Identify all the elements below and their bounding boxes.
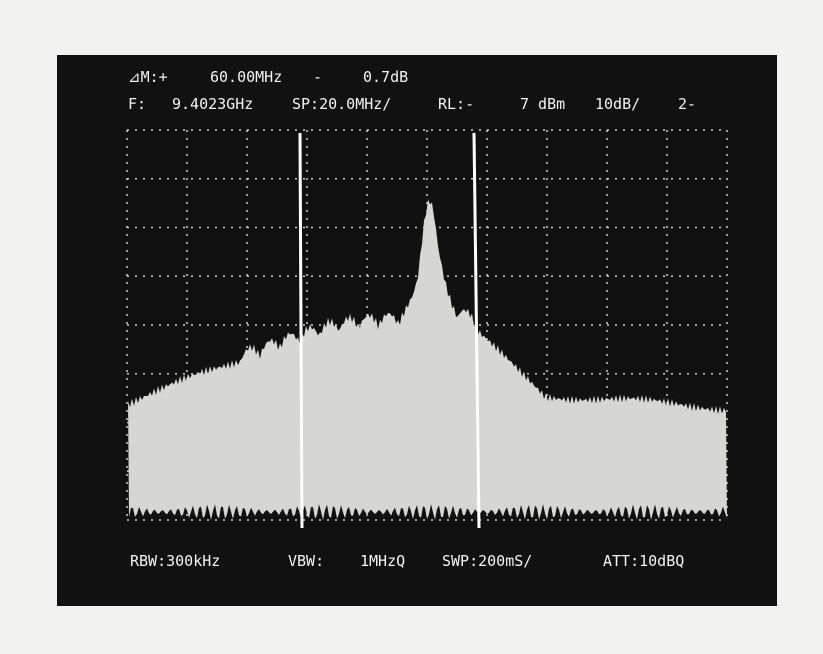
marker-freq: 60.00MHz xyxy=(210,68,282,86)
marker-sep: - xyxy=(313,68,322,86)
marker-line xyxy=(300,133,302,528)
sweep: SWP:200mS/ xyxy=(442,552,532,570)
scale-mode: 2- xyxy=(678,95,696,113)
freq-label: F: xyxy=(128,95,146,113)
marker-level: 0.7dB xyxy=(363,68,408,86)
span: SP:20.0MHz/ xyxy=(292,95,391,113)
scale: 10dB/ xyxy=(595,95,640,113)
vbw: 1MHzQ xyxy=(360,552,405,570)
ref-level: 7 dBm xyxy=(520,95,565,113)
page: ⊿M:+ 60.00MHz - 0.7dB F: 9.4023GHz SP:20… xyxy=(0,0,823,654)
marker-label: ⊿M:+ xyxy=(128,68,168,86)
vbw-label: VBW: xyxy=(288,552,324,570)
rbw: RBW:300kHz xyxy=(130,552,220,570)
screen-photo: ⊿M:+ 60.00MHz - 0.7dB F: 9.4023GHz SP:20… xyxy=(0,0,823,654)
attenuation: ATT:10dBQ xyxy=(603,552,684,570)
center-freq: 9.4023GHz xyxy=(172,95,253,113)
ref-level-label: RL:- xyxy=(438,95,474,113)
